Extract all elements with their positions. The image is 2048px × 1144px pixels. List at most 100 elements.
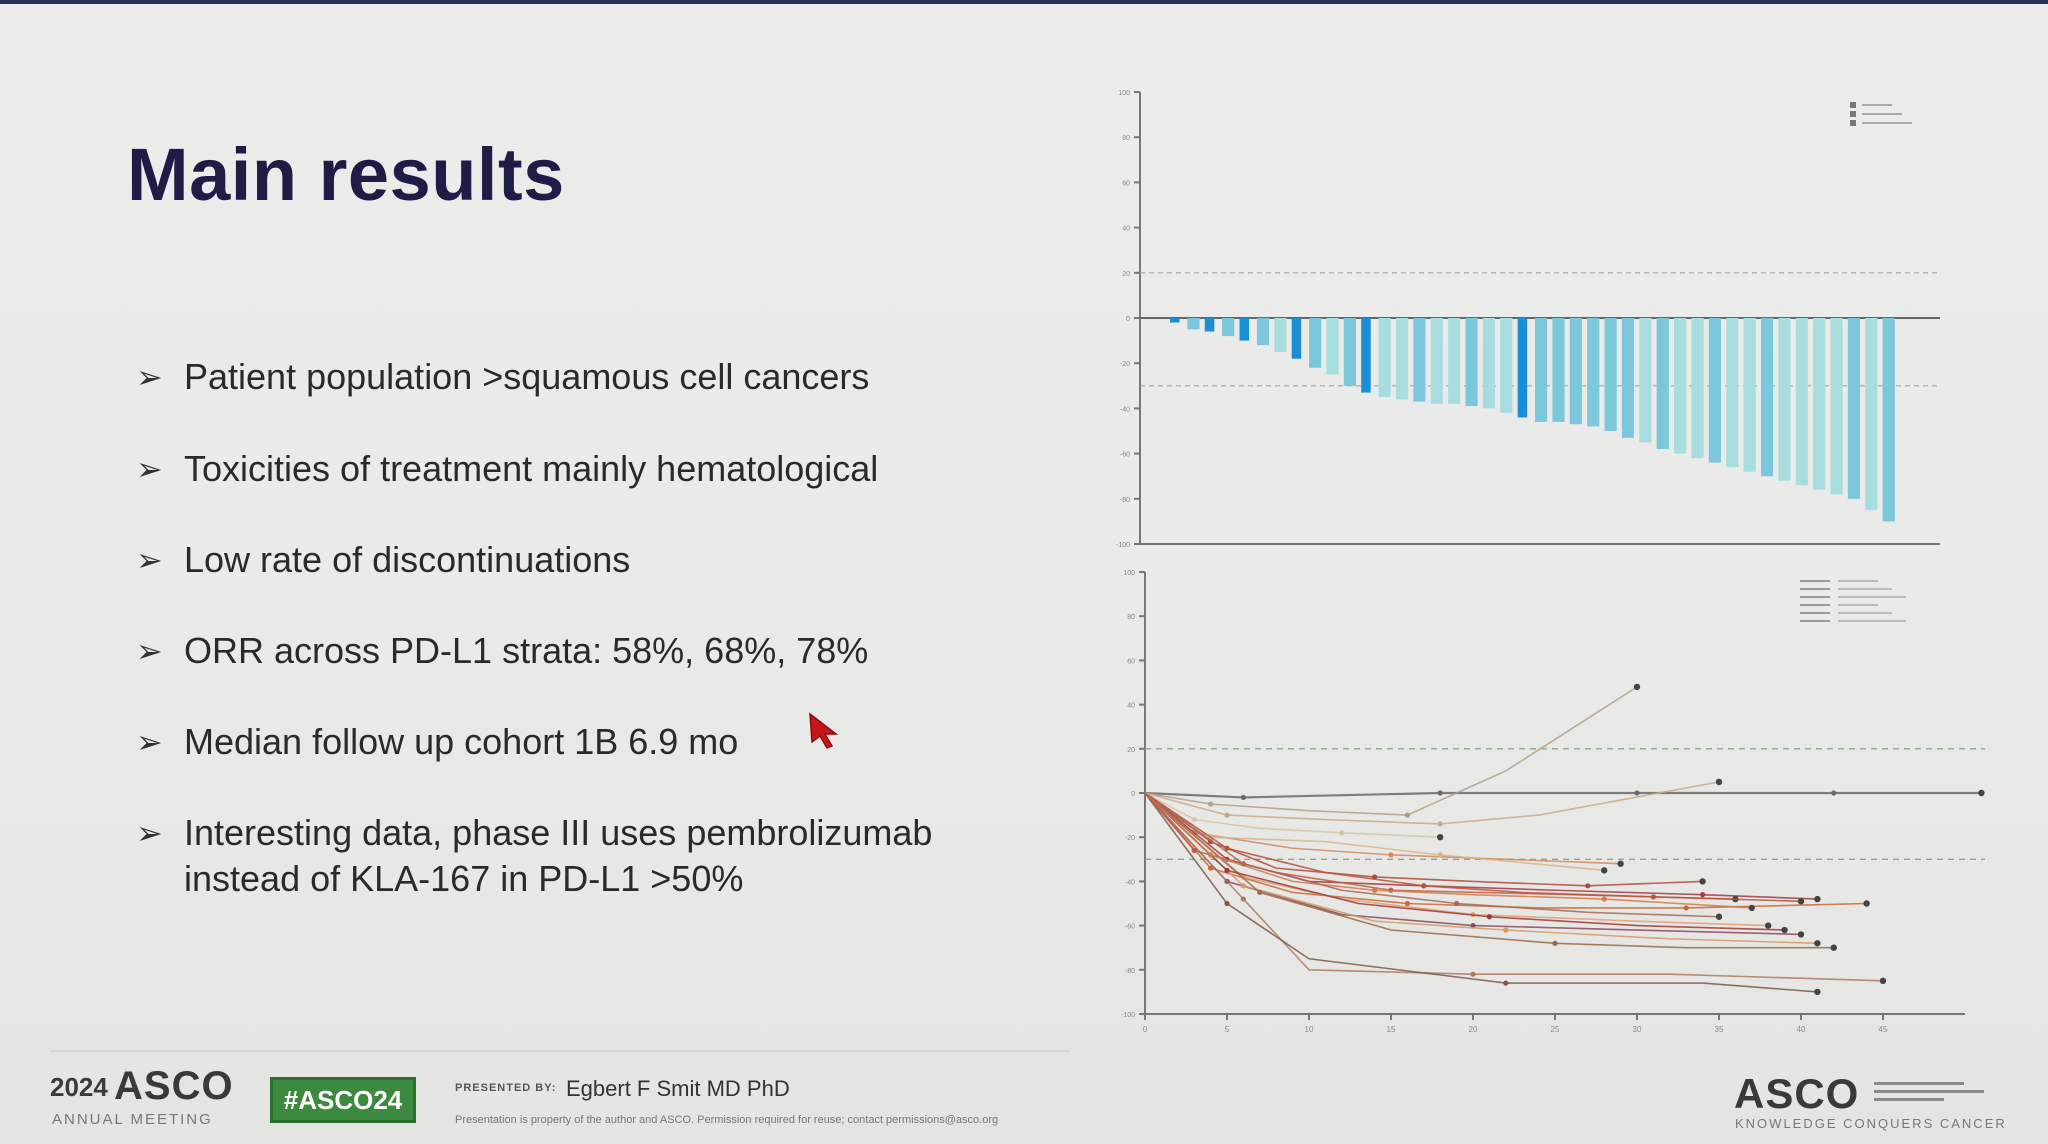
waterfall-bar (1708, 318, 1721, 463)
y-tick-label: -20 (1125, 835, 1135, 842)
spider-end-point (1699, 878, 1706, 885)
x-tick-label: 5 (1225, 1025, 1230, 1034)
spider-point (1404, 812, 1410, 818)
spider-point (1585, 883, 1591, 889)
waterfall-bar (1830, 318, 1843, 495)
spider-series-line (1144, 792, 1720, 918)
waterfall-bar (1274, 318, 1287, 352)
spider-point (1634, 790, 1640, 796)
waterfall-bar (1343, 318, 1356, 386)
legend-text-placeholder (1838, 580, 1878, 582)
spider-point (1208, 801, 1214, 807)
waterfall-bar (1587, 318, 1600, 427)
waterfall-legend (1850, 102, 1912, 126)
waterfall-bar (1430, 318, 1443, 404)
waterfall-bar (1500, 318, 1513, 413)
spider-point (1224, 900, 1230, 907)
bullet-text-line: instead of KLA-167 in PD-L1 >50% (184, 858, 744, 899)
spider-legend (1800, 580, 1906, 622)
bullet-text: Low rate of discontinuations (184, 539, 631, 580)
y-tick-label: 40 (1122, 226, 1130, 233)
spider-series-line (1144, 781, 1720, 825)
waterfall-bar (1239, 318, 1250, 341)
waterfall-bar (1413, 318, 1426, 402)
waterfall-chart: 100 80 60 40 20 0 -20 -40 -60 -80 -100 (1116, 90, 1940, 549)
x-tick-label: 35 (1715, 1025, 1724, 1034)
waterfall-bar (1448, 318, 1461, 404)
waterfall-bar (1621, 318, 1635, 438)
spider-end-point (1978, 789, 1985, 797)
spider-point (1700, 892, 1706, 898)
spider-series-line (1144, 792, 1884, 982)
arrow-bullet-icon: ➢ (136, 815, 163, 851)
spider-point (1191, 816, 1197, 823)
spider-point (1503, 980, 1509, 986)
spider-end-point (1814, 940, 1821, 947)
legend-text-placeholder (1862, 104, 1892, 106)
spider-point (1208, 852, 1214, 858)
spider-point (1257, 889, 1263, 896)
bullet-text: Patient population >squamous cell cancer… (184, 356, 870, 397)
spider-end-point (1437, 834, 1444, 841)
bullet-text-line: Interesting data, phase III uses pembrol… (184, 812, 933, 853)
y-tick-label: -80 (1120, 497, 1130, 504)
waterfall-bar (1482, 318, 1496, 409)
waterfall-bar (1726, 318, 1739, 468)
annual-meeting-label: ANNUAL MEETING (52, 1111, 213, 1128)
legend-text-placeholder (1838, 588, 1892, 590)
y-tick-label: 100 (1123, 570, 1135, 577)
y-tick-label: -60 (1120, 452, 1130, 459)
mouse-pointer-icon (809, 712, 839, 749)
y-tick-label: 0 (1126, 316, 1130, 323)
waterfall-bar (1847, 318, 1861, 499)
y-tick-label: 20 (1127, 747, 1135, 754)
waterfall-bar (1517, 318, 1528, 418)
spider-point (1601, 896, 1607, 902)
waterfall-bar (1865, 318, 1878, 511)
waterfall-bar (1760, 318, 1774, 477)
waterfall-bar (1535, 318, 1548, 422)
bullet-text: Median follow up cohort 1B 6.9 mo (184, 721, 739, 762)
spider-end-point (1748, 904, 1755, 912)
spider-point (1683, 905, 1689, 911)
spider-point (1240, 794, 1246, 801)
spider-point (1388, 852, 1394, 858)
hashtag-badge: #ASCO24 (270, 1077, 416, 1123)
waterfall-bar (1691, 318, 1704, 459)
meeting-year: 2024 (50, 1072, 108, 1102)
spider-series-line (1144, 792, 1441, 838)
waterfall-bar (1743, 318, 1756, 472)
spider-series-line (1144, 791, 1982, 799)
y-tick-label: 80 (1122, 135, 1130, 142)
y-tick-label: -60 (1125, 924, 1135, 931)
spider-end-point (1797, 898, 1805, 905)
spider-series-line (1144, 792, 1818, 900)
y-tick-label: 60 (1122, 180, 1130, 187)
spider-point (1831, 790, 1837, 796)
spider-end-point (1814, 988, 1821, 996)
waterfall-bar (1256, 318, 1270, 346)
spider-point (1404, 900, 1410, 907)
waterfall-bar (1187, 318, 1200, 330)
spider-point (1486, 914, 1492, 920)
legend-swatch (1800, 612, 1830, 614)
spider-point (1240, 883, 1246, 889)
spider-series-line (1144, 792, 1818, 993)
spider-end-point (1715, 778, 1723, 786)
asco-logo-text: ASCO (114, 1064, 234, 1108)
spider-point (1437, 790, 1443, 796)
waterfall-bar (1361, 318, 1371, 393)
spider-point (1224, 812, 1230, 818)
legend-text-placeholder (1838, 596, 1906, 598)
bullet-text: Interesting data, phase III uses pembrol… (184, 810, 1044, 902)
spider-end-point (1879, 977, 1887, 985)
spider-end-point (1797, 931, 1805, 938)
legend-text-placeholder (1838, 604, 1878, 606)
x-tick-label: 30 (1633, 1025, 1642, 1034)
x-tick-label: 15 (1387, 1025, 1396, 1034)
x-tick-label: 0 (1143, 1025, 1148, 1034)
waterfall-bar (1222, 318, 1235, 337)
waterfall-bar (1882, 318, 1895, 522)
waterfall-bar (1639, 318, 1652, 443)
